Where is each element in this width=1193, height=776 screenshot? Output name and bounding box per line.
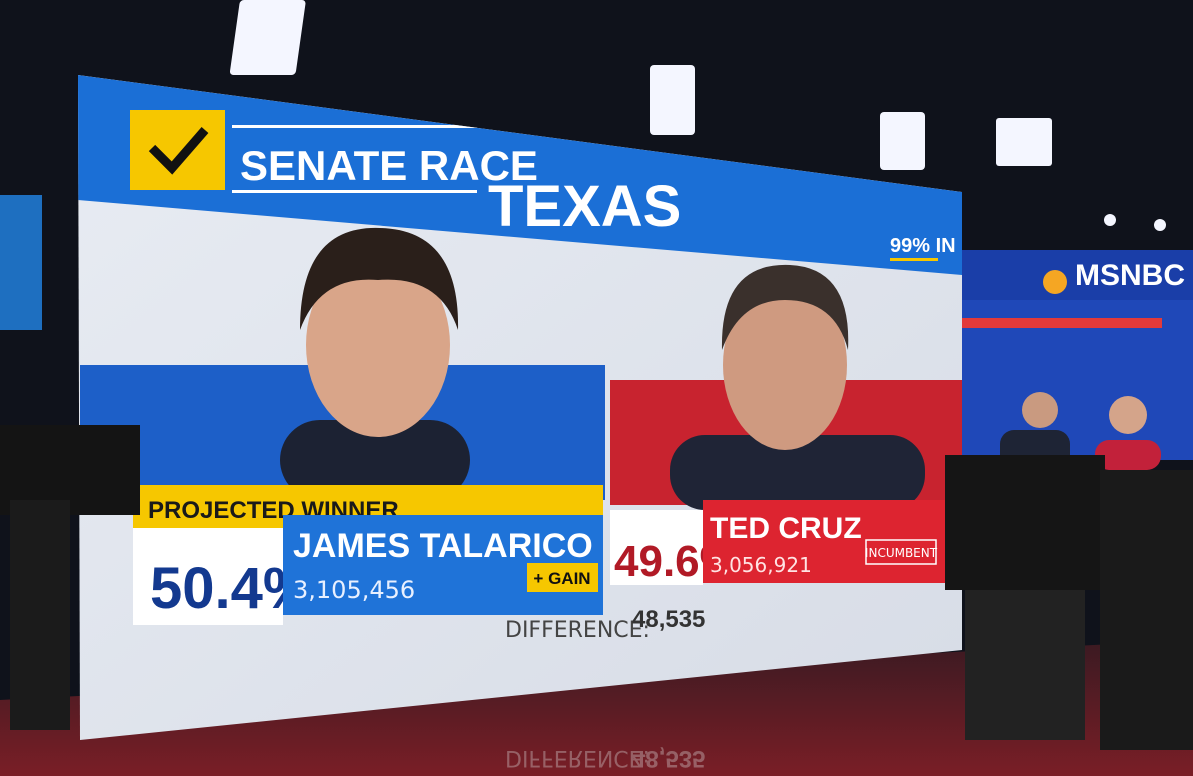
anchor-head: [1022, 392, 1058, 428]
difference-value: 48,535: [632, 606, 705, 633]
camera-monitor: [945, 455, 1105, 590]
winner-percent-box: [133, 528, 283, 625]
winner-portrait-suit: [280, 420, 470, 500]
state-title: TEXAS: [488, 174, 681, 239]
winner-votes: 3,105,456: [293, 576, 415, 604]
header-rule: [232, 125, 477, 128]
anchor-dress: [1095, 440, 1161, 470]
peacock-icon: [1043, 270, 1067, 294]
side-monitor: [0, 195, 42, 330]
studio-lights: [229, 0, 1166, 231]
reporting-underline: [890, 258, 938, 261]
difference-label: DIFFERENCE:: [505, 618, 650, 643]
opponent-name: TED CRUZ: [710, 512, 862, 545]
opponent-percent-box: [610, 510, 703, 585]
network-logo: MSNBC: [1075, 259, 1185, 292]
reflection-label: DIFFERENCE:: [505, 745, 650, 770]
opponent-portrait-suit: [670, 435, 925, 510]
incumbent-tag: [865, 539, 937, 565]
opponent-name-box: [703, 500, 947, 583]
incumbent-label: INCUMBENT: [865, 546, 938, 560]
camera-rig: [10, 500, 70, 730]
check-box: [130, 110, 225, 190]
reflection-value: 48,535: [632, 745, 705, 772]
check-icon: [148, 127, 209, 175]
race-title: SENATE RACE: [240, 142, 538, 189]
opponent-votes: 3,056,921: [710, 553, 812, 577]
gain-label: + GAIN: [533, 569, 590, 588]
floor-reflection: DIFFERENCE: 48,535: [505, 745, 705, 772]
opponent-portrait-hair: [721, 264, 849, 350]
winner-name: JAMES TALARICO: [293, 527, 593, 565]
network-sign: [962, 250, 1193, 300]
opponent-portrait-face: [723, 280, 847, 450]
set-stripe: [962, 318, 1162, 328]
header-rule: [232, 190, 477, 193]
camera-pedestal: [965, 590, 1085, 740]
gain-tag: [527, 563, 598, 592]
winner-portrait-face: [306, 253, 450, 437]
camera-rig: [1100, 470, 1193, 750]
winner-portrait-hair: [300, 227, 459, 330]
video-wall: SENATE RACE TEXAS 99% IN PROJECTED WINNE…: [78, 75, 962, 740]
reporting: 99% IN: [890, 235, 956, 257]
studio-floor: [0, 640, 1193, 776]
anchor-head: [1109, 396, 1147, 434]
